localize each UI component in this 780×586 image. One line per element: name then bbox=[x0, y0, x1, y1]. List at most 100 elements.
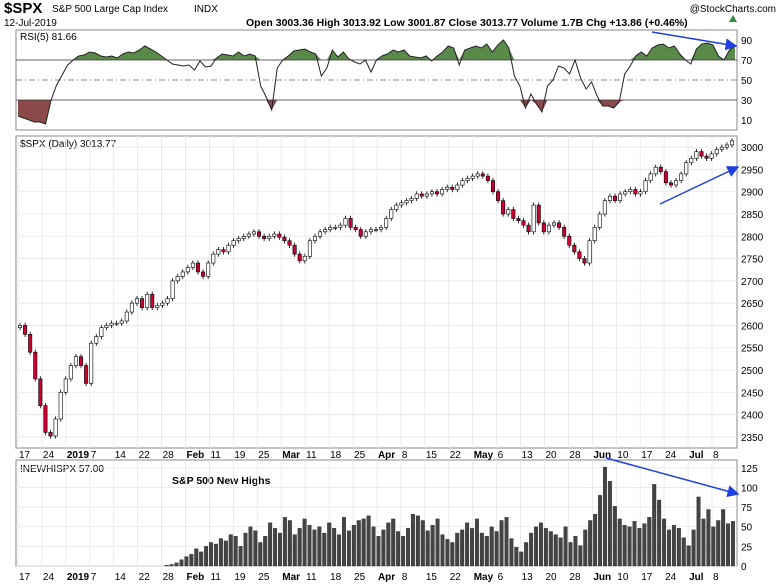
candle-body bbox=[262, 235, 267, 239]
candle-body bbox=[714, 149, 719, 155]
candle-body bbox=[628, 189, 633, 193]
candle-body bbox=[246, 233, 251, 237]
candle-body bbox=[185, 267, 190, 273]
new-highs-bar bbox=[568, 542, 573, 567]
price-frame bbox=[15, 135, 738, 449]
nh-x-tick-label: Jul bbox=[689, 572, 704, 583]
new-highs-bar bbox=[342, 517, 346, 567]
new-highs-bar bbox=[277, 532, 282, 567]
candle-body bbox=[384, 218, 389, 228]
candle-body bbox=[104, 325, 109, 328]
new-highs-bar bbox=[529, 532, 534, 567]
nh-x-tick-label: Jun bbox=[593, 572, 611, 583]
nh-tick-label: 0 bbox=[741, 562, 747, 573]
price-x-tick-label: 25 bbox=[354, 450, 366, 461]
candle-body bbox=[602, 200, 607, 215]
price-tick-label: 2400 bbox=[741, 411, 764, 422]
new-highs-bar bbox=[410, 514, 415, 567]
new-highs-bar bbox=[731, 521, 735, 567]
price-x-tick-label: 25 bbox=[258, 450, 270, 461]
candle-body bbox=[440, 189, 445, 195]
price-tick-label: 2350 bbox=[741, 433, 764, 444]
price-x-tick-label: 8 bbox=[402, 450, 408, 461]
new-highs-bar bbox=[194, 548, 199, 567]
candle-body bbox=[140, 298, 145, 308]
candle-body bbox=[236, 238, 241, 242]
new-highs-bar bbox=[479, 532, 484, 567]
new-highs-bar bbox=[406, 528, 410, 567]
candle-body bbox=[333, 227, 338, 229]
candle-body bbox=[577, 251, 582, 259]
price-tick-label: 2650 bbox=[741, 299, 764, 310]
candle-body bbox=[389, 209, 394, 219]
nh-x-tick-label: 22 bbox=[450, 572, 462, 583]
new-highs-bar bbox=[361, 518, 366, 567]
new-highs-bar bbox=[460, 529, 465, 567]
candle-body bbox=[582, 258, 587, 264]
candle-body bbox=[358, 229, 363, 237]
candle-body bbox=[521, 220, 526, 226]
new-highs-bar bbox=[425, 530, 430, 567]
index-name: S&P 500 Large Cap Index bbox=[52, 4, 168, 15]
candle-body bbox=[480, 173, 485, 177]
new-highs-bar bbox=[302, 518, 307, 567]
nh-x-tick-label: 8 bbox=[402, 572, 408, 583]
price-x-tick-label: 20 bbox=[545, 450, 557, 461]
new-highs-annotation: S&P 500 New Highs bbox=[172, 475, 271, 487]
rsi-label: RSI(5) 81.66 bbox=[20, 32, 77, 43]
candle-body bbox=[68, 365, 73, 380]
nh-tick-label: 100 bbox=[741, 483, 758, 494]
candle-body bbox=[511, 209, 516, 219]
candle-body bbox=[43, 405, 48, 433]
candle-body bbox=[73, 356, 78, 366]
price-x-tick-label: 11 bbox=[210, 450, 221, 461]
candle-body bbox=[302, 256, 307, 262]
candle-body bbox=[94, 336, 99, 344]
candle-body bbox=[435, 191, 440, 195]
new-highs-bar bbox=[637, 528, 642, 567]
nh-x-tick-label: 7 bbox=[91, 572, 97, 583]
price-x-tick-label: Apr bbox=[378, 450, 395, 461]
new-highs-bar bbox=[450, 542, 455, 567]
candle-body bbox=[709, 153, 714, 159]
new-highs-bar bbox=[612, 506, 617, 567]
new-highs-bar bbox=[598, 495, 603, 567]
candle-body bbox=[79, 356, 84, 366]
new-highs-bar bbox=[445, 539, 450, 567]
price-x-tick-label: 22 bbox=[139, 450, 151, 461]
price-trend-arrow bbox=[659, 166, 740, 205]
candle-body bbox=[201, 271, 206, 277]
nh-x-tick-label: 11 bbox=[306, 572, 317, 583]
candle-body bbox=[684, 162, 689, 175]
candle-body bbox=[694, 151, 699, 159]
price-x-tick-label: 13 bbox=[522, 450, 534, 461]
candle-body bbox=[719, 146, 724, 150]
candle-body bbox=[536, 204, 541, 224]
new-highs-bar bbox=[711, 526, 716, 567]
candle-body bbox=[328, 227, 333, 230]
new-highs-bar bbox=[292, 534, 297, 567]
candle-body bbox=[206, 262, 211, 277]
candle-body bbox=[23, 325, 28, 335]
new-highs-bar bbox=[238, 546, 243, 567]
nh-x-tick-label: 22 bbox=[139, 572, 151, 583]
candle-body bbox=[460, 180, 465, 186]
new-highs-divergence-arrow bbox=[605, 457, 740, 498]
new-highs-bar bbox=[652, 484, 657, 567]
nh-x-tick-label: 6 bbox=[498, 572, 504, 583]
candle-body bbox=[129, 302, 134, 313]
nh-x-tick-label: 2019 bbox=[67, 572, 90, 583]
candle-body bbox=[379, 227, 384, 230]
price-x-tick-label: 24 bbox=[43, 450, 55, 461]
candle-body bbox=[409, 198, 414, 201]
new-highs-bar bbox=[548, 531, 553, 567]
candle-body bbox=[465, 178, 470, 181]
new-highs-bar bbox=[248, 526, 253, 567]
new-highs-bar bbox=[174, 562, 179, 567]
candle-body bbox=[251, 231, 256, 235]
new-highs-bar bbox=[558, 537, 563, 567]
candle-body bbox=[399, 202, 404, 206]
new-highs-bar bbox=[716, 520, 721, 567]
candle-body bbox=[312, 235, 317, 242]
new-highs-bar bbox=[627, 526, 632, 567]
